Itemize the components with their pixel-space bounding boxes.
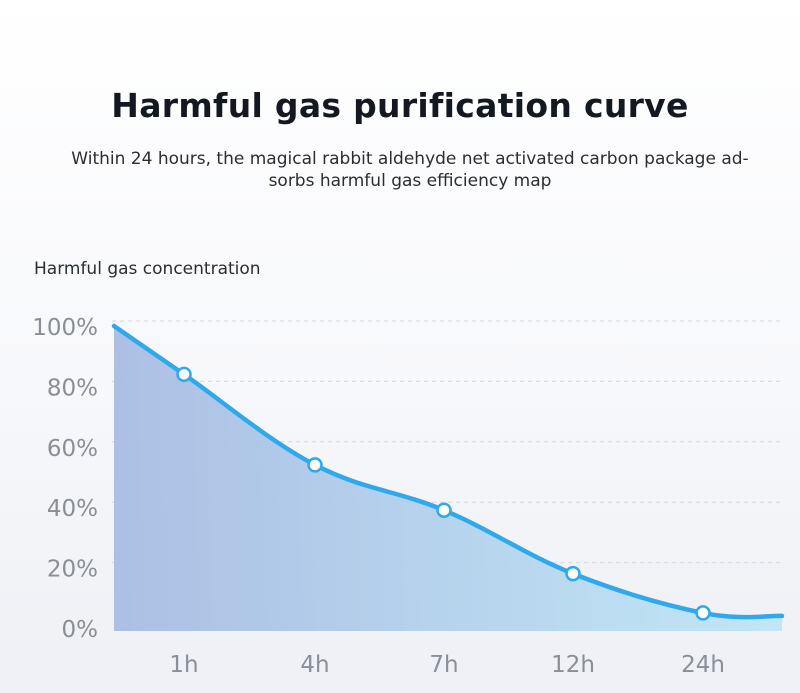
area-fill [114,326,782,631]
data-point [307,457,323,473]
y-tick-label: 80% [47,375,98,401]
x-axis-ticks: 1h 4h 7h 12h 24h [169,652,725,678]
y-tick-label: 40% [47,496,98,522]
y-tick-label: 0% [62,617,99,643]
chart-subtitle: Within 24 hours, the magical rabbit alde… [71,149,749,191]
data-point [565,565,581,582]
y-axis-ticks: 100% 80% 60% 40% 20% 0% [32,315,98,643]
x-tick-label: 24h [681,652,725,678]
x-tick-label: 1h [169,652,198,678]
x-tick-label: 7h [429,652,458,678]
x-tick-label: 12h [551,652,595,678]
area-fill-layer [114,326,782,631]
y-tick-label: 100% [32,315,98,341]
y-axis-label: Harmful gas concentration [34,259,261,279]
data-point [695,605,711,621]
x-tick-label: 4h [300,652,329,678]
data-point [436,502,452,518]
y-tick-label: 20% [47,557,98,583]
data-point [176,366,192,383]
y-tick-label: 60% [47,436,98,462]
data-markers [176,366,711,621]
chart-title: Harmful gas purification curve [111,86,689,125]
